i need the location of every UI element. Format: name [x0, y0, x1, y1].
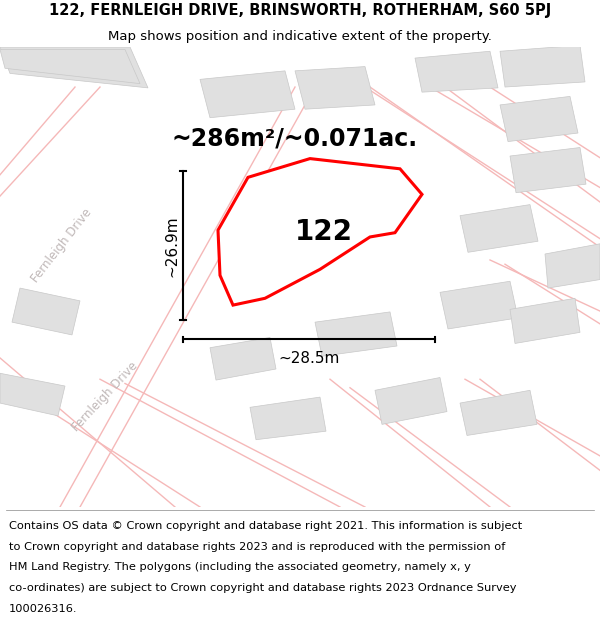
Polygon shape [460, 204, 538, 252]
Text: co-ordinates) are subject to Crown copyright and database rights 2023 Ordnance S: co-ordinates) are subject to Crown copyr… [9, 583, 517, 593]
Polygon shape [545, 244, 600, 288]
Polygon shape [0, 47, 148, 88]
Text: Contains OS data © Crown copyright and database right 2021. This information is : Contains OS data © Crown copyright and d… [9, 521, 522, 531]
Text: to Crown copyright and database rights 2023 and is reproduced with the permissio: to Crown copyright and database rights 2… [9, 542, 505, 552]
Polygon shape [315, 312, 397, 356]
Text: ~28.5m: ~28.5m [278, 351, 340, 366]
Polygon shape [0, 373, 65, 416]
Text: 122, FERNLEIGH DRIVE, BRINSWORTH, ROTHERHAM, S60 5PJ: 122, FERNLEIGH DRIVE, BRINSWORTH, ROTHER… [49, 3, 551, 18]
Text: Fernleigh Drive: Fernleigh Drive [29, 206, 95, 285]
Polygon shape [500, 96, 578, 141]
Text: ~286m²/~0.071ac.: ~286m²/~0.071ac. [172, 127, 418, 151]
Polygon shape [440, 281, 518, 329]
Text: Map shows position and indicative extent of the property.: Map shows position and indicative extent… [108, 30, 492, 43]
Text: 100026316.: 100026316. [9, 604, 77, 614]
Polygon shape [250, 397, 326, 440]
Text: ~26.9m: ~26.9m [164, 215, 179, 277]
Polygon shape [295, 67, 375, 109]
Polygon shape [375, 378, 447, 424]
Polygon shape [510, 148, 586, 192]
Polygon shape [415, 51, 498, 92]
Polygon shape [0, 49, 140, 84]
Polygon shape [510, 298, 580, 344]
Text: 122: 122 [295, 217, 353, 246]
Polygon shape [460, 390, 537, 436]
Polygon shape [12, 288, 80, 335]
Polygon shape [500, 45, 585, 87]
Polygon shape [210, 338, 276, 380]
Text: Fernleigh Drive: Fernleigh Drive [70, 360, 140, 434]
Polygon shape [218, 159, 422, 305]
Text: HM Land Registry. The polygons (including the associated geometry, namely x, y: HM Land Registry. The polygons (includin… [9, 562, 471, 572]
Polygon shape [200, 71, 295, 118]
